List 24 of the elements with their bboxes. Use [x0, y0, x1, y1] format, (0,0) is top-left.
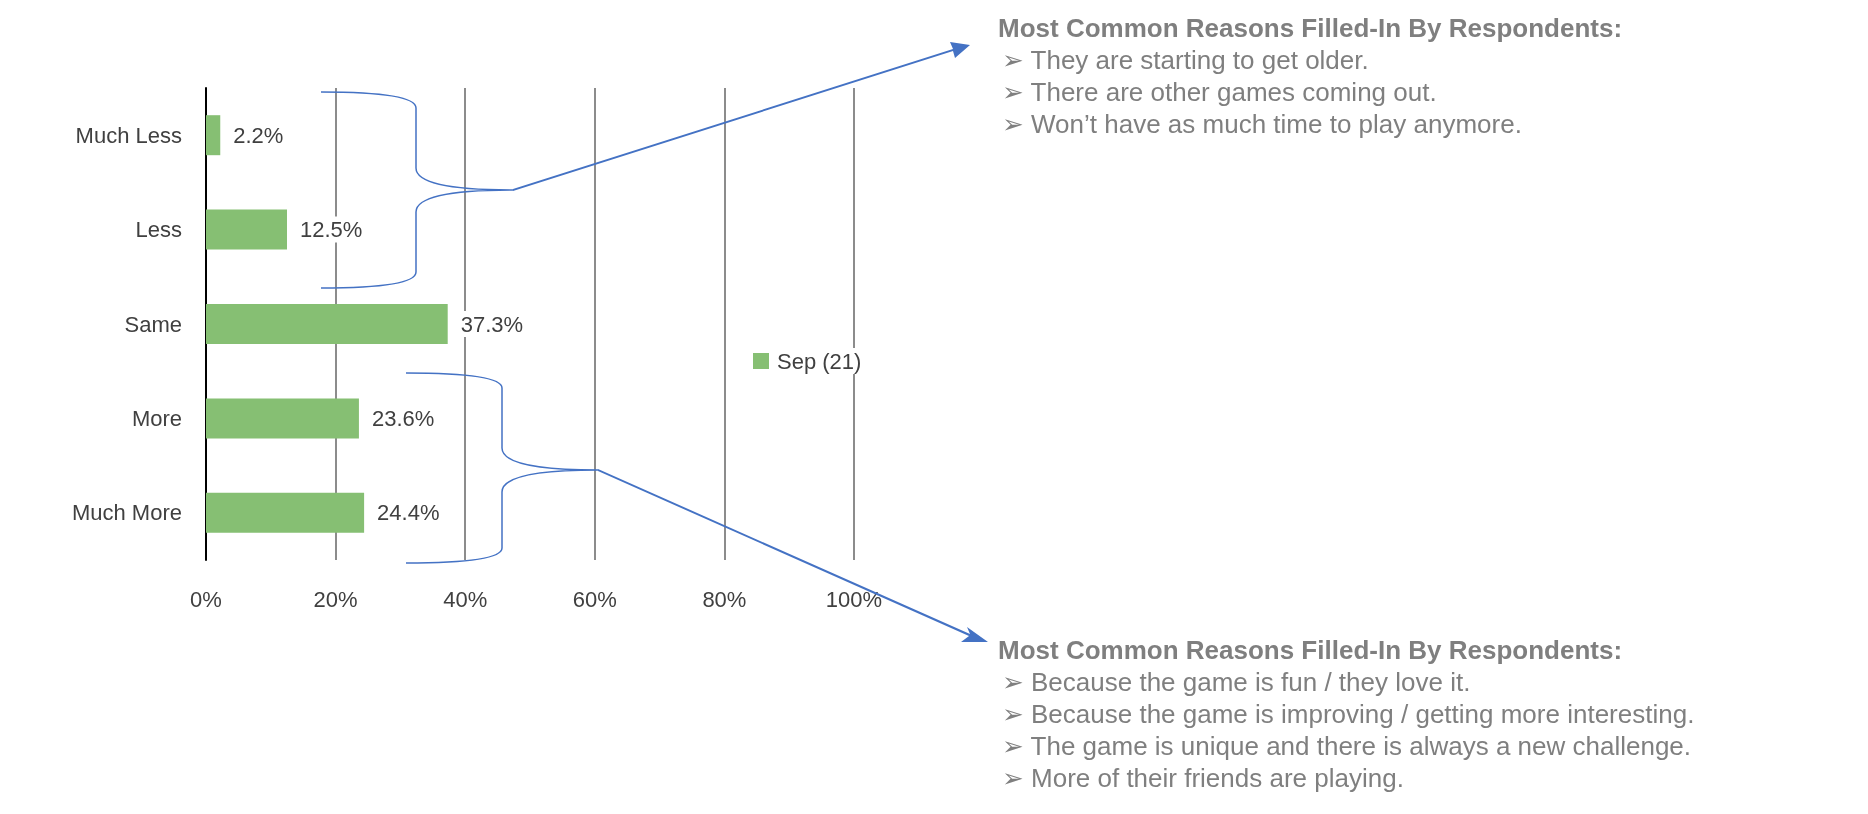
data-label: 24.4%: [377, 500, 440, 526]
bar: [206, 398, 359, 439]
data-label: 12.5%: [300, 217, 363, 243]
x-tick-label: 100%: [825, 586, 883, 612]
y-tick-label: Much More: [71, 500, 182, 526]
text: Most Common Reasons Filled-In By Respondents: ➢ Because the game is fun / they love it. ➢ Because the game is improving / getting more interesting. ➢ The game is unique and there is always a new challenge. ➢ More of their friends are playing.: [998, 634, 1695, 794]
x-tick-label: 40%: [443, 586, 488, 612]
data-label: 2.2%: [233, 122, 284, 148]
bar: [206, 304, 448, 344]
bar: [206, 492, 365, 533]
x-tick-label: 80%: [702, 586, 747, 612]
x-tick-label: 60%: [572, 586, 617, 612]
text: Most Common Reasons Filled-In By Respondents: ➢ They are starting to get older. ➢ There are other games coming out. ➢ Won’t have as much time to play anymore.: [998, 12, 1623, 140]
data-label: 23.6%: [371, 405, 435, 431]
bar: [206, 115, 221, 156]
y-tick-label: Same: [124, 311, 182, 337]
legend-label: Sep (21): [777, 348, 862, 374]
x-tick-label: 0%: [190, 586, 222, 612]
y-tick-label: Much Less: [75, 122, 182, 148]
data-label: 37.3%: [460, 311, 524, 337]
y-tick-label: Less: [135, 217, 182, 243]
y-tick-label: More: [131, 405, 182, 431]
bar: [206, 209, 287, 250]
x-tick-label: 20%: [313, 586, 358, 612]
